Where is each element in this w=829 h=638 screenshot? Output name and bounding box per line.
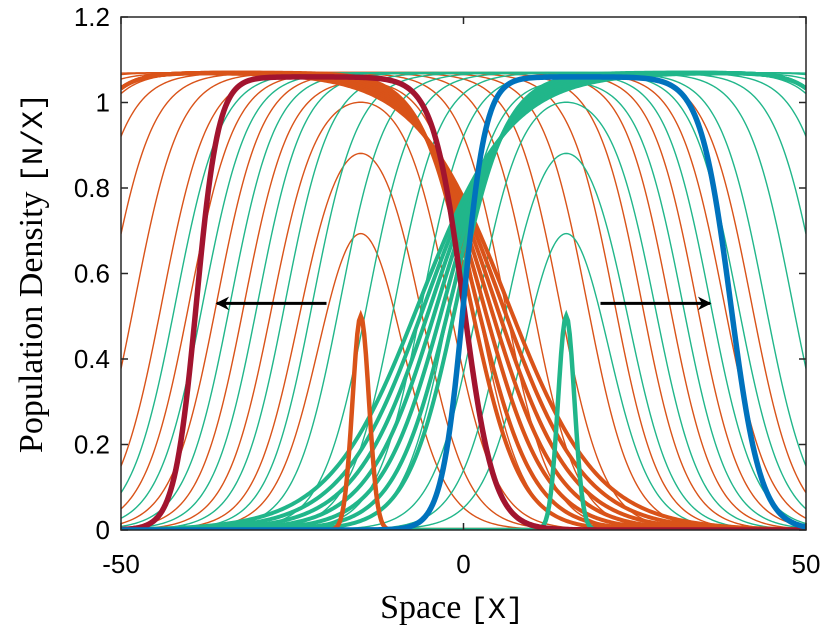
y-tick-label: 1 [96,88,110,118]
right-highlight-front [121,74,806,530]
x-axis-unit: [X] [470,594,524,628]
x-tick-label: -50 [102,549,140,579]
x-tick-label: 50 [792,549,821,579]
y-tick-label: 0 [96,515,110,545]
y-tick-label: 0.8 [74,173,110,203]
x-axis-title: Space [X] [380,589,524,628]
series-curves [121,70,806,530]
y-tick-label: 0.6 [74,259,110,289]
y-axis-unit: [N/X] [18,93,52,183]
y-tick-label: 0.2 [74,430,110,460]
right-density-profile-1 [121,152,806,530]
x-axis-label: Space [380,589,461,626]
y-axis-label: Population Density [13,191,50,453]
tick-labels: -50 0 50 0 0.2 0.4 0.6 0.8 1 1.2 [74,2,821,579]
left-initial-peak [121,309,806,530]
y-axis-title: Population Density [N/X] [13,93,52,453]
axis-ticks [120,16,807,531]
y-tick-label: 0.4 [74,344,110,374]
right-interface-profile-6 [121,71,806,530]
y-tick-label: 1.2 [74,2,110,32]
x-tick-label: 0 [456,549,470,579]
right-initial-peak [121,309,806,530]
